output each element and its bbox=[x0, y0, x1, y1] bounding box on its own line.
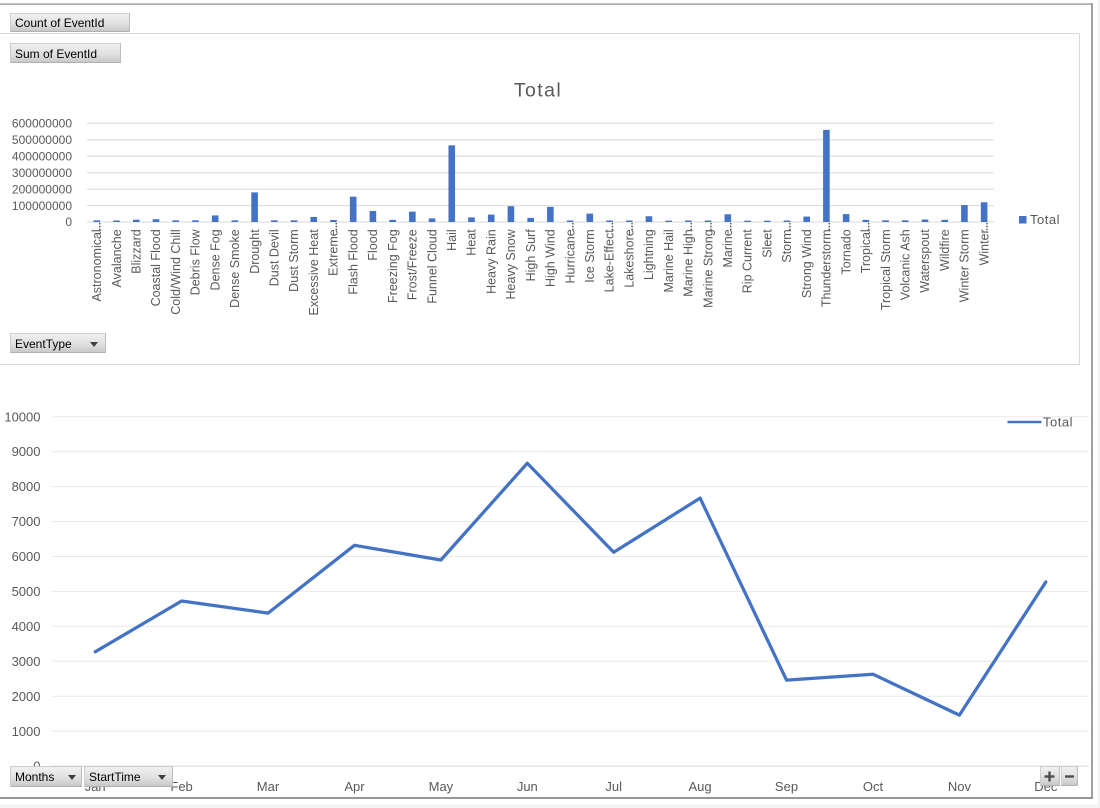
svg-text:Marine High: Marine High bbox=[682, 229, 696, 296]
svg-text:Avalanche: Avalanche bbox=[110, 229, 124, 287]
svg-text:May: May bbox=[429, 779, 454, 794]
svg-text:8000: 8000 bbox=[12, 479, 41, 494]
svg-text:Heavy Rain: Heavy Rain bbox=[484, 229, 498, 294]
svg-text:Dust Devil: Dust Devil bbox=[268, 229, 282, 286]
svg-text:4000: 4000 bbox=[12, 619, 41, 634]
svg-text:Dense Fog: Dense Fog bbox=[208, 229, 222, 290]
svg-text:Volcanic Ash: Volcanic Ash bbox=[898, 229, 912, 300]
svg-text:Feb: Feb bbox=[170, 779, 192, 794]
svg-text:Strong Wind: Strong Wind bbox=[800, 229, 814, 298]
svg-text:Flood: Flood bbox=[366, 229, 380, 260]
svg-text:Funnel Cloud: Funnel Cloud bbox=[425, 229, 439, 303]
svg-text:Total: Total bbox=[1043, 414, 1073, 429]
svg-text:Mar: Mar bbox=[257, 779, 280, 794]
svg-text:Wildfire: Wildfire bbox=[938, 229, 952, 271]
svg-text:Extreme: Extreme bbox=[327, 229, 341, 276]
svg-text:300000000: 300000000 bbox=[12, 166, 72, 180]
svg-text:Nov: Nov bbox=[948, 779, 972, 794]
svg-text:1000: 1000 bbox=[12, 724, 41, 739]
svg-text:High Wind: High Wind bbox=[544, 229, 558, 287]
svg-text:Marine: Marine bbox=[721, 229, 735, 267]
svg-text:Marine Strong: Marine Strong bbox=[701, 229, 715, 308]
svg-text:2000: 2000 bbox=[12, 689, 41, 704]
svg-text:Storm: Storm bbox=[780, 229, 794, 262]
svg-text:Frost/Freeze: Frost/Freeze bbox=[406, 229, 420, 300]
svg-text:Oct: Oct bbox=[863, 779, 884, 794]
svg-text:Cold/Wind Chill: Cold/Wind Chill bbox=[169, 229, 183, 314]
svg-text:Hurricane: Hurricane bbox=[563, 229, 577, 283]
svg-text:Astronomical: Astronomical bbox=[90, 229, 104, 301]
svg-text:Debris Flow: Debris Flow bbox=[189, 228, 203, 295]
svg-text:Excessive Heat: Excessive Heat bbox=[307, 229, 321, 316]
svg-text:6000: 6000 bbox=[12, 549, 41, 564]
svg-text:500000000: 500000000 bbox=[12, 133, 72, 147]
svg-text:Aug: Aug bbox=[689, 779, 712, 794]
svg-text:100000000: 100000000 bbox=[12, 199, 72, 213]
svg-text:Lightning: Lightning bbox=[642, 229, 656, 280]
svg-text:High Surf: High Surf bbox=[524, 229, 538, 282]
svg-text:3000: 3000 bbox=[12, 654, 41, 669]
svg-text:Total: Total bbox=[514, 80, 562, 102]
svg-text:Marine Hail: Marine Hail bbox=[662, 229, 676, 292]
svg-text:Winter Storm: Winter Storm bbox=[958, 229, 972, 302]
svg-text:Apr: Apr bbox=[344, 779, 365, 794]
svg-text:Flash Flood: Flash Flood bbox=[346, 229, 360, 294]
svg-text:Tornado: Tornado bbox=[839, 229, 853, 274]
svg-text:5000: 5000 bbox=[12, 584, 41, 599]
svg-text:Rip Current: Rip Current bbox=[741, 229, 755, 293]
svg-text:Lakeshore: Lakeshore bbox=[622, 229, 636, 287]
svg-text:9000: 9000 bbox=[12, 444, 41, 459]
svg-text:Blizzard: Blizzard bbox=[129, 229, 143, 274]
svg-text:7000: 7000 bbox=[12, 514, 41, 529]
svg-text:Hail: Hail bbox=[445, 229, 459, 251]
svg-text:Ice Storm: Ice Storm bbox=[583, 229, 597, 282]
svg-text:Tropical: Tropical bbox=[859, 229, 873, 273]
svg-text:Drought: Drought bbox=[248, 229, 262, 274]
svg-text:Sleet: Sleet bbox=[760, 229, 774, 258]
svg-text:Jun: Jun bbox=[517, 779, 538, 794]
svg-text:Dust Storm: Dust Storm bbox=[287, 229, 301, 292]
svg-text:0: 0 bbox=[65, 215, 72, 229]
svg-text:Jul: Jul bbox=[605, 779, 622, 794]
svg-text:Total: Total bbox=[1030, 212, 1060, 227]
svg-text:Tropical Storm: Tropical Storm bbox=[879, 229, 893, 310]
svg-text:600000000: 600000000 bbox=[12, 117, 72, 131]
svg-text:Sep: Sep bbox=[775, 779, 798, 794]
svg-text:Dense Smoke: Dense Smoke bbox=[228, 229, 242, 308]
svg-text:Heat: Heat bbox=[465, 229, 479, 256]
svg-text:Heavy Snow: Heavy Snow bbox=[504, 228, 518, 299]
svg-text:Coastal Flood: Coastal Flood bbox=[149, 229, 163, 306]
svg-text:400000000: 400000000 bbox=[12, 149, 72, 163]
svg-text:Thunderstorm: Thunderstorm bbox=[820, 229, 834, 307]
svg-text:Waterspout: Waterspout bbox=[918, 229, 932, 293]
svg-text:200000000: 200000000 bbox=[12, 182, 72, 196]
svg-text:Lake-Effect: Lake-Effect bbox=[603, 229, 617, 293]
svg-text:Freezing Fog: Freezing Fog bbox=[386, 229, 400, 303]
svg-text:Winter: Winter bbox=[977, 229, 991, 265]
svg-text:10000: 10000 bbox=[4, 409, 40, 424]
